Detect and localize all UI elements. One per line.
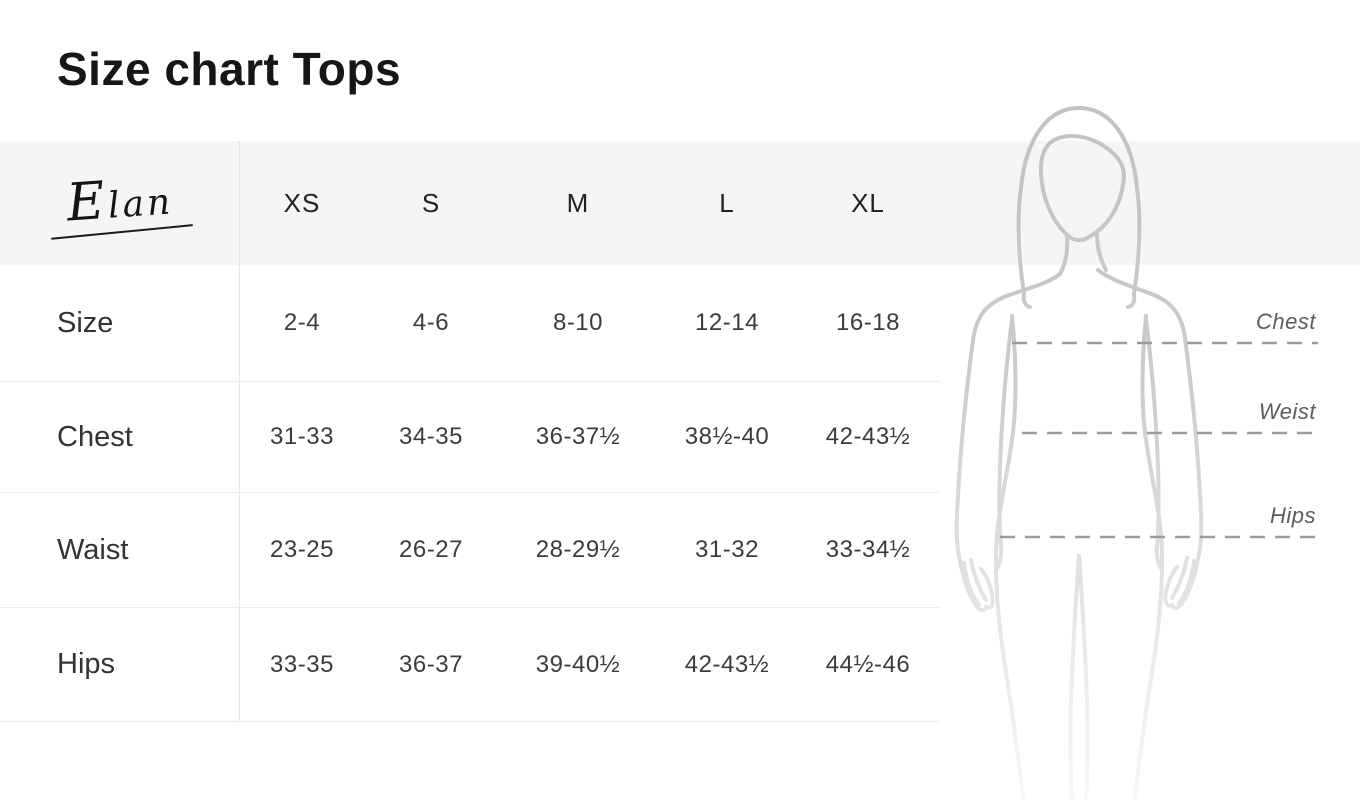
- table-cell-waist-s: 26-27: [364, 493, 498, 608]
- brand-logo: Elan: [0, 141, 240, 265]
- table-cell-size-xl: 16-18: [796, 265, 940, 382]
- table-cell-chest-l: 38½-40: [658, 382, 796, 493]
- table-cell-size-m: 8-10: [498, 265, 658, 382]
- table-cell-hips-m: 39-40½: [498, 608, 658, 722]
- column-header-xl: XL: [851, 187, 885, 218]
- table-cell-size-s: 4-6: [364, 265, 498, 382]
- table-cell-waist-xs: 23-25: [240, 493, 364, 608]
- brand-logo-wrap: Elan: [47, 168, 193, 241]
- row-label-waist: Waist: [0, 493, 240, 608]
- table-cell-hips-xl: 44½-46: [796, 608, 940, 722]
- column-header-xs: XS: [283, 187, 321, 218]
- chest-measurement-label: Chest: [1256, 309, 1316, 334]
- hips-measurement-label: Hips: [1269, 503, 1316, 528]
- row-label-size: Size: [0, 265, 240, 382]
- page-title: Size chart Tops: [57, 43, 402, 95]
- table-cell-chest-xs: 31-33: [240, 382, 364, 493]
- table-cell-size-l: 12-14: [658, 265, 796, 382]
- table-cell-chest-m: 36-37½: [498, 382, 658, 493]
- row-label-hips: Hips: [0, 608, 240, 722]
- table-cell-hips-l: 42-43½: [658, 608, 796, 722]
- woman-body-outline-icon: [954, 106, 1318, 800]
- table-cell-hips-s: 36-37: [364, 608, 498, 722]
- table-cell-chest-s: 34-35: [364, 382, 498, 493]
- row-label-chest: Chest: [0, 382, 240, 493]
- table-cell-waist-l: 31-32: [658, 493, 796, 608]
- brand-logo-text: Elan: [64, 171, 175, 235]
- column-header-l: L: [719, 187, 735, 218]
- table-cell-waist-m: 28-29½: [498, 493, 658, 608]
- waist-measurement-label: Weist: [1258, 399, 1316, 424]
- column-header-m: M: [566, 187, 590, 218]
- table-cell-hips-xs: 33-35: [240, 608, 364, 722]
- table-cell-chest-xl: 42-43½: [796, 382, 940, 493]
- table-cell-size-xs: 2-4: [240, 265, 364, 382]
- column-header-s: S: [421, 187, 441, 218]
- table-cell-waist-xl: 33-34½: [796, 493, 940, 608]
- size-chart-table: Elan XS S M L XL Size 2-4 4-6 8-10 12-14…: [0, 141, 940, 722]
